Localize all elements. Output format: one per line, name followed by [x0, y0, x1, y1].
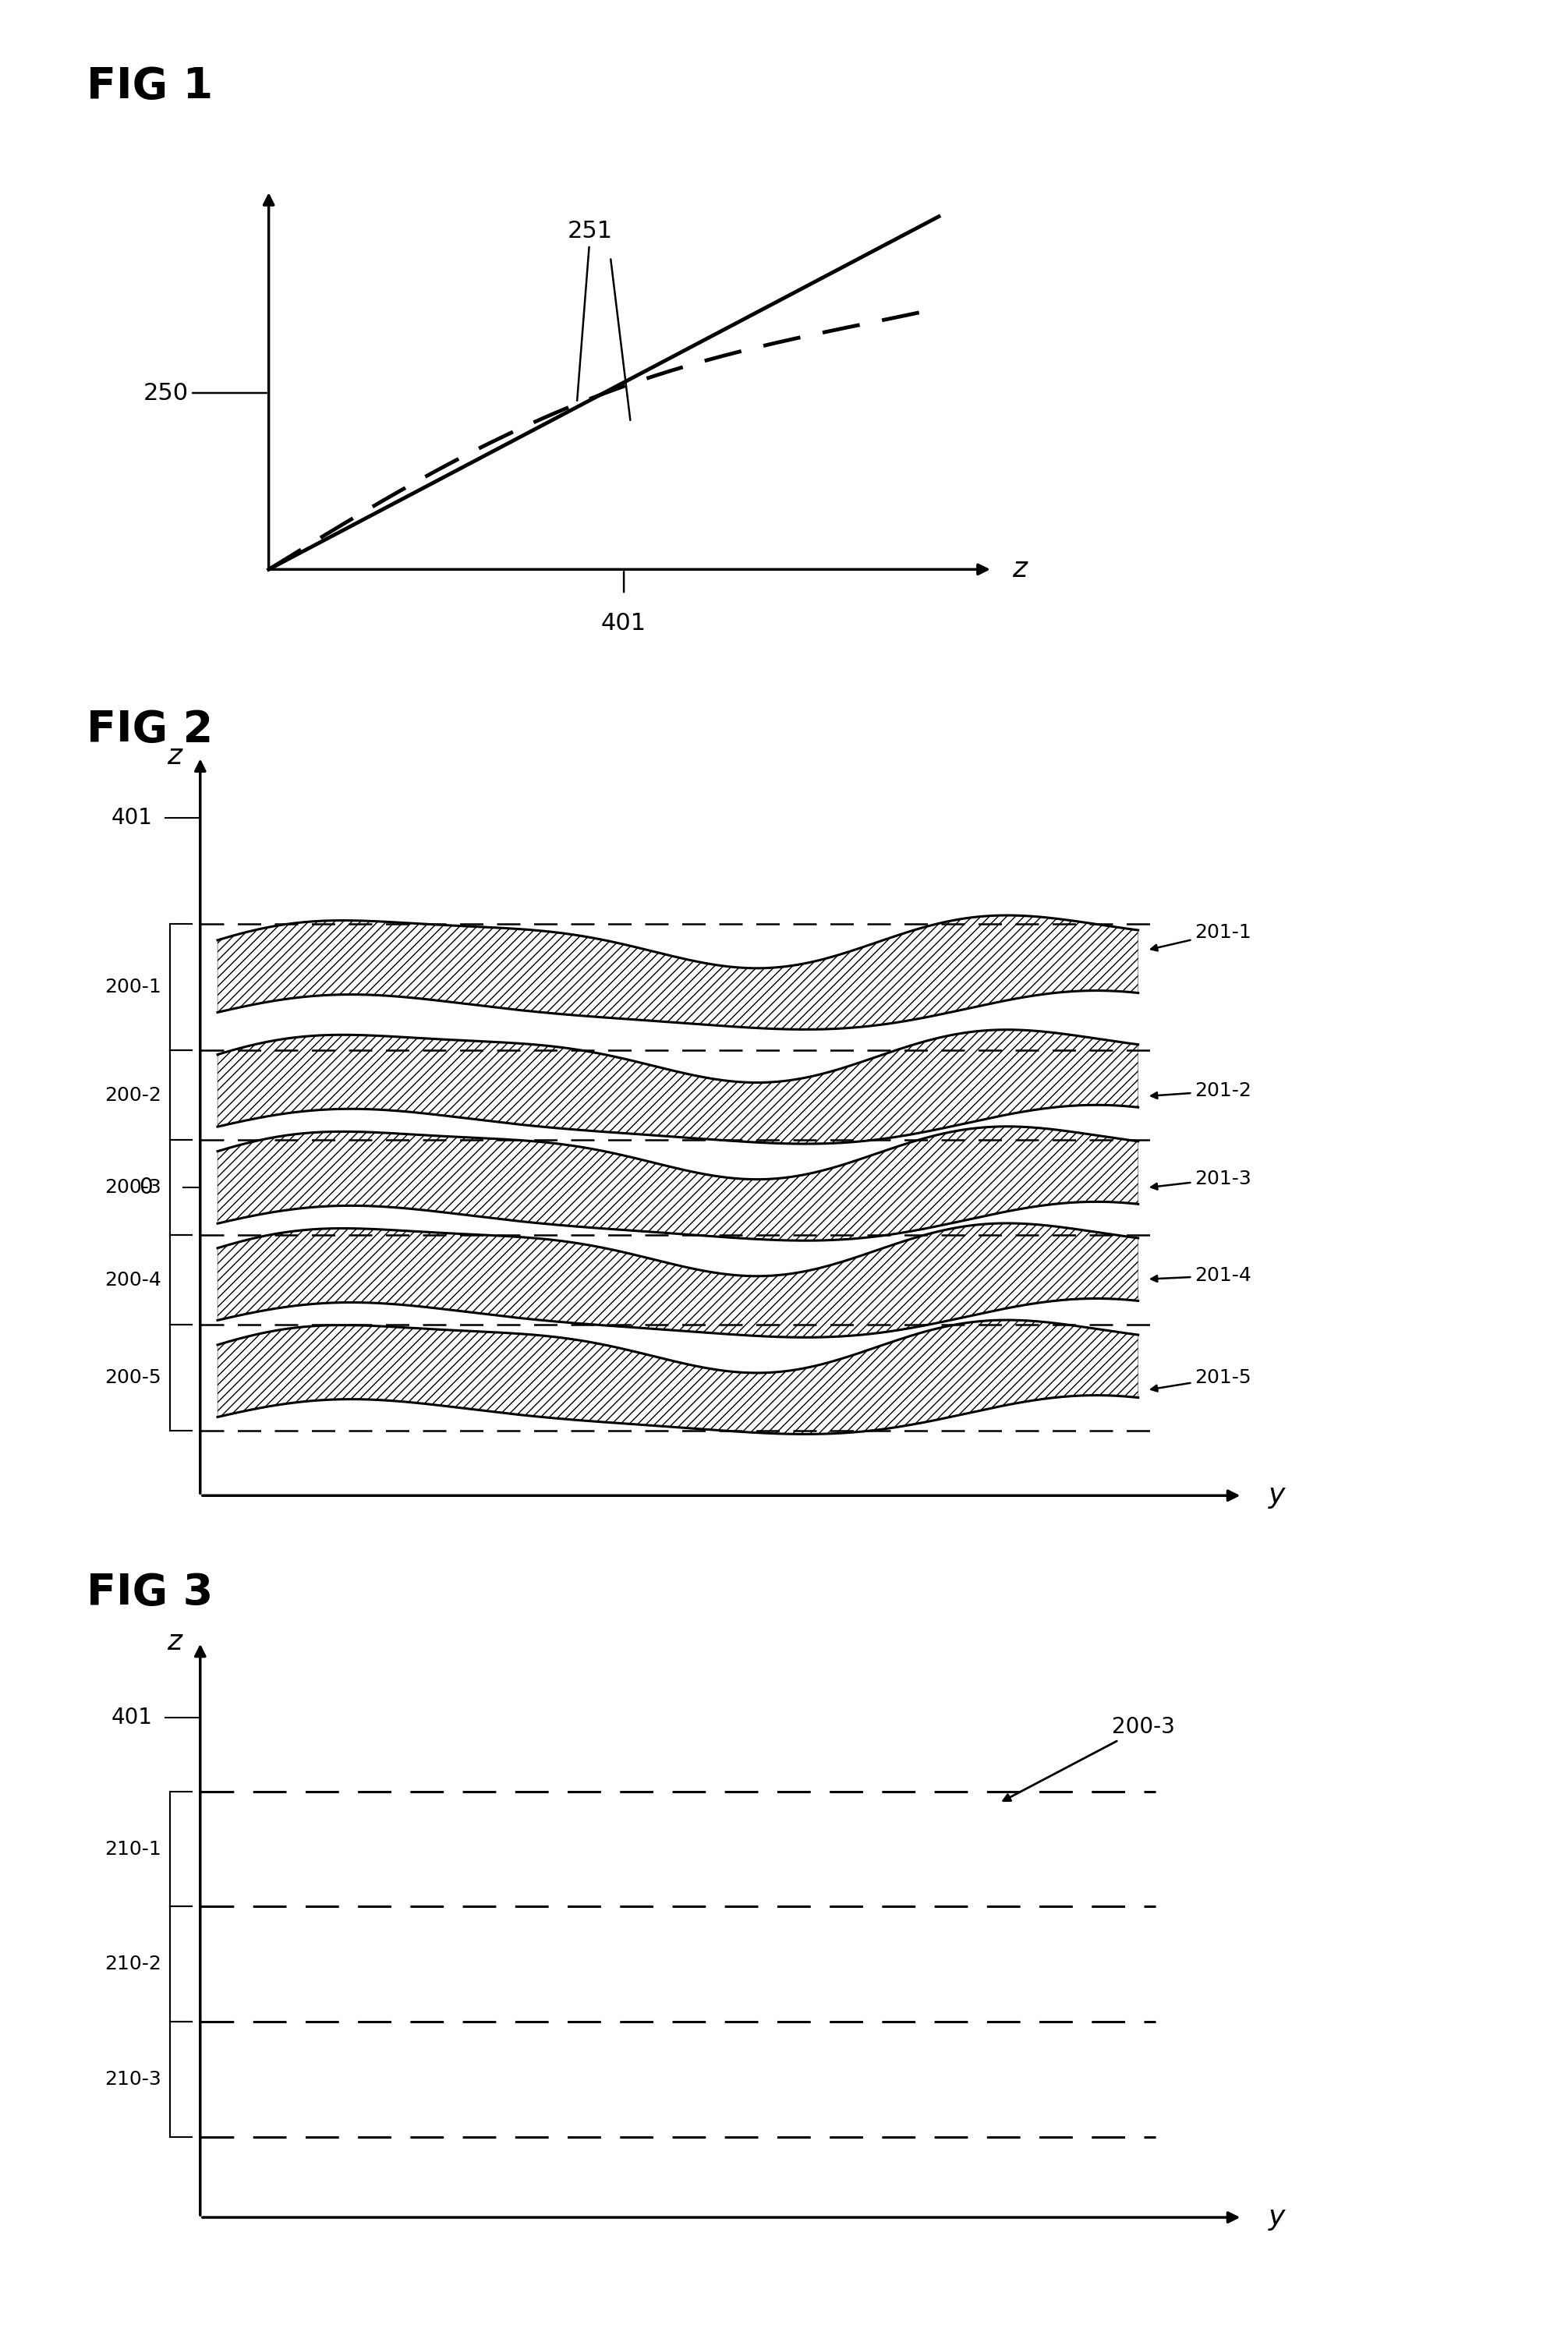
Text: 401: 401 [111, 1708, 152, 1729]
Text: 201-5: 201-5 [1151, 1368, 1251, 1391]
Text: FIG 1: FIG 1 [86, 66, 213, 108]
Text: 201-2: 201-2 [1151, 1082, 1251, 1100]
Text: 201-1: 201-1 [1151, 924, 1251, 950]
Text: 200-4: 200-4 [105, 1272, 162, 1290]
Text: 210-3: 210-3 [105, 2069, 162, 2088]
Text: 200-1: 200-1 [105, 978, 162, 997]
Text: z: z [166, 1628, 182, 1654]
Text: FIG 3: FIG 3 [86, 1572, 213, 1614]
Text: 251: 251 [568, 221, 613, 401]
Text: z: z [166, 744, 182, 769]
Text: 201-3: 201-3 [1151, 1171, 1251, 1189]
Text: 200-2: 200-2 [105, 1086, 162, 1105]
Text: 401: 401 [111, 807, 152, 828]
Text: y: y [1269, 2205, 1286, 2231]
Text: 200-3: 200-3 [105, 1178, 162, 1196]
Text: FIG 2: FIG 2 [86, 708, 213, 751]
Text: z: z [1011, 556, 1027, 582]
Text: 250: 250 [143, 382, 267, 404]
Text: 210-2: 210-2 [105, 1954, 162, 1973]
Text: 200-3: 200-3 [1004, 1715, 1174, 1802]
Text: 401: 401 [601, 612, 646, 633]
Text: 210-1: 210-1 [105, 1839, 162, 1858]
Text: y: y [1269, 1483, 1286, 1508]
Text: 200-5: 200-5 [105, 1368, 162, 1386]
Text: 201-4: 201-4 [1151, 1267, 1251, 1286]
Text: 0: 0 [138, 1178, 152, 1199]
